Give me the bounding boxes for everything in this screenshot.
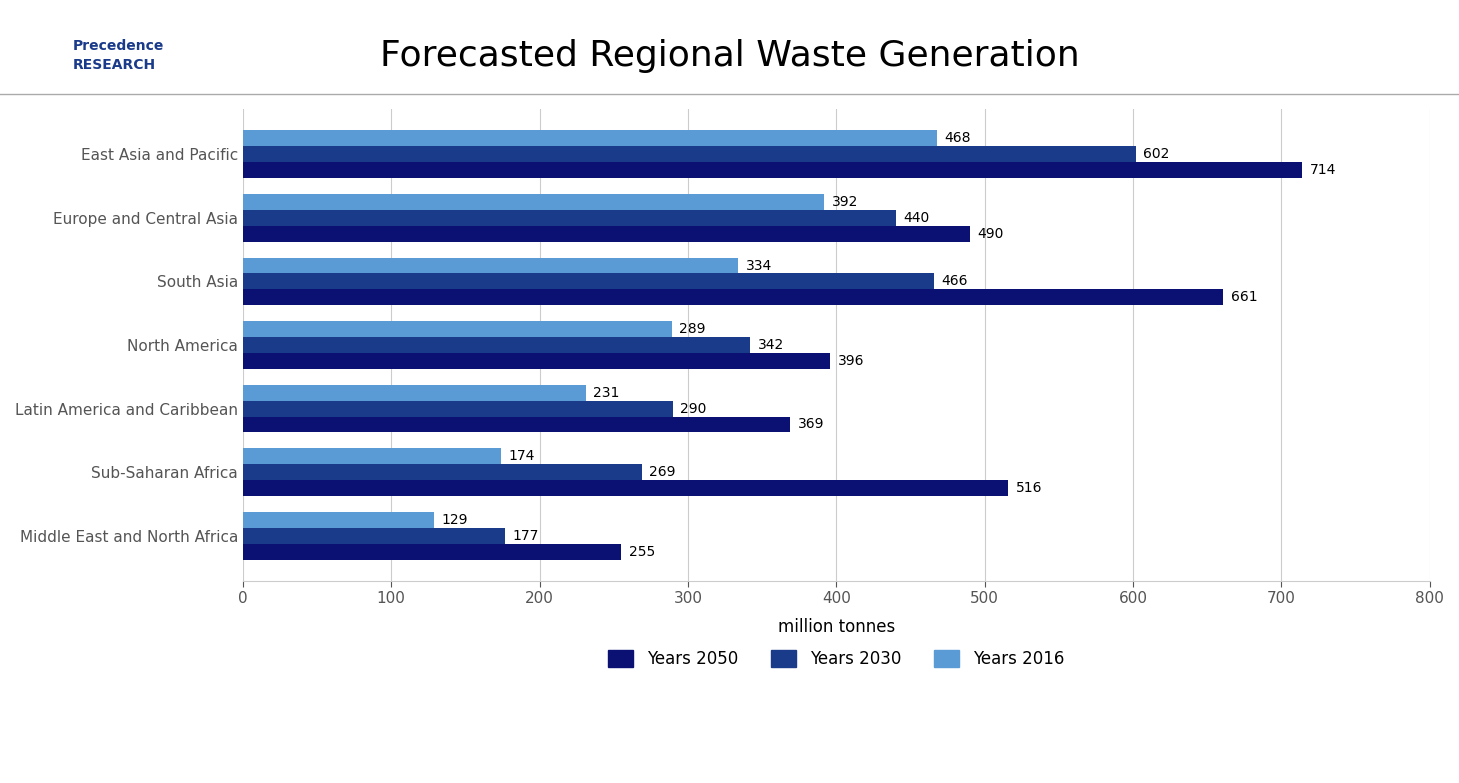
Bar bbox=[242, 321, 671, 337]
Bar bbox=[242, 210, 896, 226]
Text: 440: 440 bbox=[903, 211, 929, 225]
Text: 490: 490 bbox=[978, 227, 1004, 240]
Bar bbox=[242, 162, 1301, 178]
Bar bbox=[242, 384, 585, 401]
Bar bbox=[242, 273, 934, 290]
Text: 661: 661 bbox=[1231, 290, 1258, 305]
Text: 231: 231 bbox=[592, 386, 619, 399]
Bar bbox=[242, 146, 1137, 162]
Bar bbox=[242, 337, 750, 353]
Text: 334: 334 bbox=[746, 258, 772, 272]
Bar bbox=[242, 464, 642, 480]
Text: 129: 129 bbox=[442, 513, 468, 527]
Text: 369: 369 bbox=[798, 417, 824, 431]
Text: 290: 290 bbox=[680, 402, 706, 416]
Text: 174: 174 bbox=[508, 449, 535, 464]
Text: 177: 177 bbox=[512, 529, 540, 543]
Bar bbox=[242, 528, 505, 543]
Bar bbox=[242, 480, 1008, 496]
Text: 396: 396 bbox=[837, 354, 864, 368]
Bar bbox=[242, 194, 824, 210]
Bar bbox=[242, 401, 673, 417]
Bar bbox=[242, 417, 791, 432]
Text: 342: 342 bbox=[757, 338, 783, 352]
Text: 392: 392 bbox=[832, 195, 858, 209]
Text: 466: 466 bbox=[941, 274, 967, 288]
Text: 602: 602 bbox=[1144, 147, 1170, 161]
Bar bbox=[242, 258, 738, 273]
Text: 289: 289 bbox=[678, 322, 706, 336]
Bar bbox=[242, 226, 970, 242]
Text: 255: 255 bbox=[629, 545, 655, 558]
Bar bbox=[242, 449, 500, 464]
Text: Forecasted Regional Waste Generation: Forecasted Regional Waste Generation bbox=[379, 39, 1080, 73]
Bar bbox=[242, 353, 830, 369]
Bar bbox=[242, 131, 937, 146]
Text: Precedence
RESEARCH: Precedence RESEARCH bbox=[73, 39, 165, 71]
X-axis label: million tonnes: million tonnes bbox=[778, 618, 894, 636]
Bar bbox=[242, 543, 622, 560]
Text: 714: 714 bbox=[1309, 163, 1336, 177]
Bar bbox=[242, 290, 1224, 305]
Text: 516: 516 bbox=[1015, 481, 1042, 495]
Text: 269: 269 bbox=[649, 465, 676, 479]
Text: 468: 468 bbox=[944, 132, 972, 146]
Bar bbox=[242, 512, 435, 528]
Legend: Years 2050, Years 2030, Years 2016: Years 2050, Years 2030, Years 2016 bbox=[600, 642, 1072, 677]
